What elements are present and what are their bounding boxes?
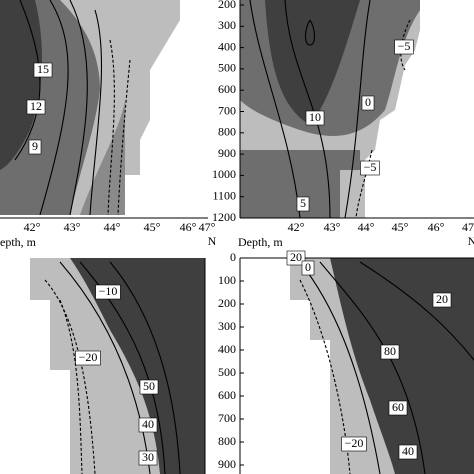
contour-label-box [296,196,310,212]
contour-label-box [341,436,367,452]
y-axis-label: epth, m [0,235,37,249]
y-tick-label: 200 [218,296,236,310]
contour-label: −20 [79,350,98,364]
y-tick-label: 900 [218,146,236,160]
x-tick-label: 45° [392,220,409,234]
contour-label: −10 [99,284,118,298]
contour-label: 5 [300,196,306,210]
x-unit: N [208,234,217,248]
shading-top-right [240,0,474,218]
y-tick-label: 300 [218,18,236,32]
y-tick-label: 800 [218,125,236,139]
y-tick-label: 600 [218,388,236,402]
contour-label-box [380,344,400,360]
y-tick-label: 1100 [212,188,236,202]
shading-bottom-left [0,258,205,474]
y-tick-label: 500 [218,61,236,75]
x-tick-label: 46° [428,220,445,234]
contours-top-right [249,0,411,219]
contour-label: 15 [37,62,49,76]
contour-label-box [95,284,121,300]
contour-label: 80 [384,344,396,358]
contour-label: −5 [398,39,411,53]
contour-label-box [138,417,158,433]
contour-label-box [28,139,42,155]
contour-label-box [432,292,452,308]
x-tick-label: 44° [358,220,375,234]
contour-label: 40 [142,417,154,431]
x-tick-label: 47 [462,220,474,234]
y-tick-label: 100 [218,273,236,287]
x-tick-label: 44° [104,220,121,234]
y-tick-label: 600 [218,82,236,96]
contour-label-box [398,444,418,460]
x-tick-label: 45° [144,220,161,234]
contour-label: 40 [402,444,414,458]
x-tick-label: 43° [324,220,341,234]
contour-label: −20 [345,436,364,450]
contour-label: 12 [30,99,42,113]
x-tick-label: 47° [199,220,216,234]
contour-label-box [139,379,159,395]
contour-label-box [301,260,315,276]
contour-label-box [33,62,53,78]
y-tick-label: 1200 [212,210,236,224]
x-tick-label: 42° [24,220,41,234]
x-tick-label: 46° [180,220,197,234]
contour-label: 0 [305,260,311,274]
contour-label: 0 [365,95,371,109]
contour-label: 60 [392,400,404,414]
contour-label-box [138,450,158,466]
y-tick-label: 1000 [212,167,236,181]
contours-top-left [14,0,131,216]
y-axis-label: Depth, m [238,235,283,249]
x-tick-label: 43° [64,220,81,234]
y-tick-label: 500 [218,365,236,379]
contour-label: 50 [143,379,155,393]
contours-bottom-left [44,261,181,474]
y-tick-label: 700 [218,411,236,425]
y-tick-label: 300 [218,319,236,333]
y-tick-label: 200 [218,0,236,11]
contour-label-box [360,160,380,176]
contour-label-box [26,99,46,115]
contour-label: 20 [436,292,448,306]
x-unit: N [468,234,474,248]
y-tick-label: 800 [218,434,236,448]
y-tick-label: 0 [230,250,236,264]
contour-label: −5 [364,160,377,174]
contour-label-box [286,250,306,266]
contour-label-box [394,39,414,55]
y-tick-label: 400 [218,39,236,53]
y-tick-label: 400 [218,342,236,356]
contour-label: 30 [142,450,154,464]
y-tick-label: 900 [218,457,236,471]
contour-label: 9 [32,139,38,153]
contour-label-box [361,95,375,111]
contour-label-box [305,110,325,126]
contours-bottom-right [299,261,474,474]
shading-top-left [0,0,180,215]
contour-label: 20 [290,250,302,264]
y-tick-label: 700 [218,103,236,117]
contour-label: 10 [309,110,321,124]
contour-label-box [75,350,101,366]
contour-label-box [388,400,408,416]
x-tick-label: 42° [288,220,305,234]
